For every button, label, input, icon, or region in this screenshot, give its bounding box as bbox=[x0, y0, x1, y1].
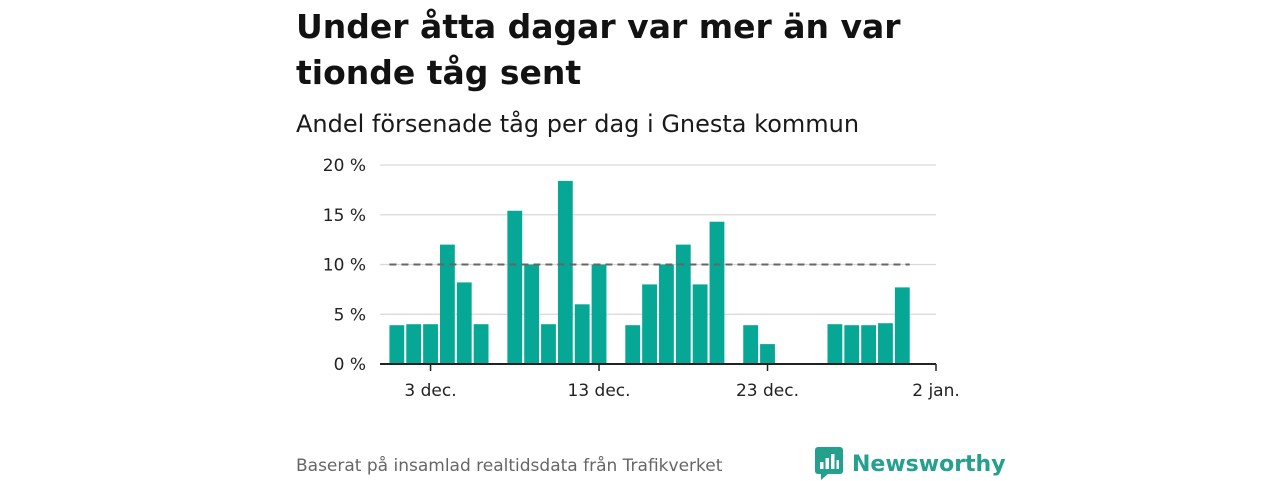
newsworthy-logo: Newsworthy bbox=[815, 447, 1006, 481]
bar bbox=[861, 325, 877, 364]
bar bbox=[473, 324, 489, 364]
bar bbox=[574, 304, 590, 364]
bar bbox=[642, 284, 657, 364]
x-tick-label: 2 jan. bbox=[912, 381, 960, 401]
x-tick-label: 3 dec. bbox=[404, 381, 456, 401]
bar bbox=[456, 282, 472, 364]
bar bbox=[625, 325, 641, 364]
source-note: Baserat på insamlad realtidsdata från Tr… bbox=[296, 456, 723, 476]
bar bbox=[709, 221, 725, 364]
y-tick-label: 0 % bbox=[334, 355, 366, 375]
chart-title: Under åtta dagar var mer än var tionde t… bbox=[296, 7, 901, 92]
bar bbox=[541, 324, 556, 364]
chart-badge-icon bbox=[815, 447, 843, 480]
bar bbox=[894, 287, 910, 364]
bar bbox=[557, 180, 573, 364]
y-tick-label: 10 % bbox=[323, 256, 366, 276]
bar bbox=[760, 344, 775, 364]
bar-chart: 0 % 5 % 10 % 15 % 20 % 3 dec. 13 dec. 23 dec. 2 … bbox=[323, 156, 960, 401]
bar bbox=[507, 210, 523, 364]
x-tick-label: 23 dec. bbox=[736, 381, 799, 401]
bar bbox=[659, 264, 674, 364]
bar bbox=[743, 325, 759, 364]
bar bbox=[827, 324, 843, 364]
bar bbox=[675, 244, 691, 364]
y-tick-label: 15 % bbox=[323, 206, 366, 226]
brand-name: Newsworthy bbox=[852, 451, 1006, 477]
bar bbox=[844, 325, 860, 364]
bar bbox=[406, 324, 422, 364]
bar bbox=[423, 324, 438, 364]
bar bbox=[439, 244, 455, 364]
x-tick-label: 13 dec. bbox=[568, 381, 631, 401]
bar bbox=[524, 264, 540, 364]
bar bbox=[591, 264, 607, 364]
bar bbox=[692, 284, 708, 364]
bar bbox=[878, 323, 893, 364]
y-tick-label: 20 % bbox=[323, 156, 366, 176]
chart-subtitle: Andel försenade tåg per dag i Gnesta kom… bbox=[296, 110, 860, 138]
y-tick-label: 5 % bbox=[334, 305, 366, 325]
bar bbox=[389, 325, 405, 364]
